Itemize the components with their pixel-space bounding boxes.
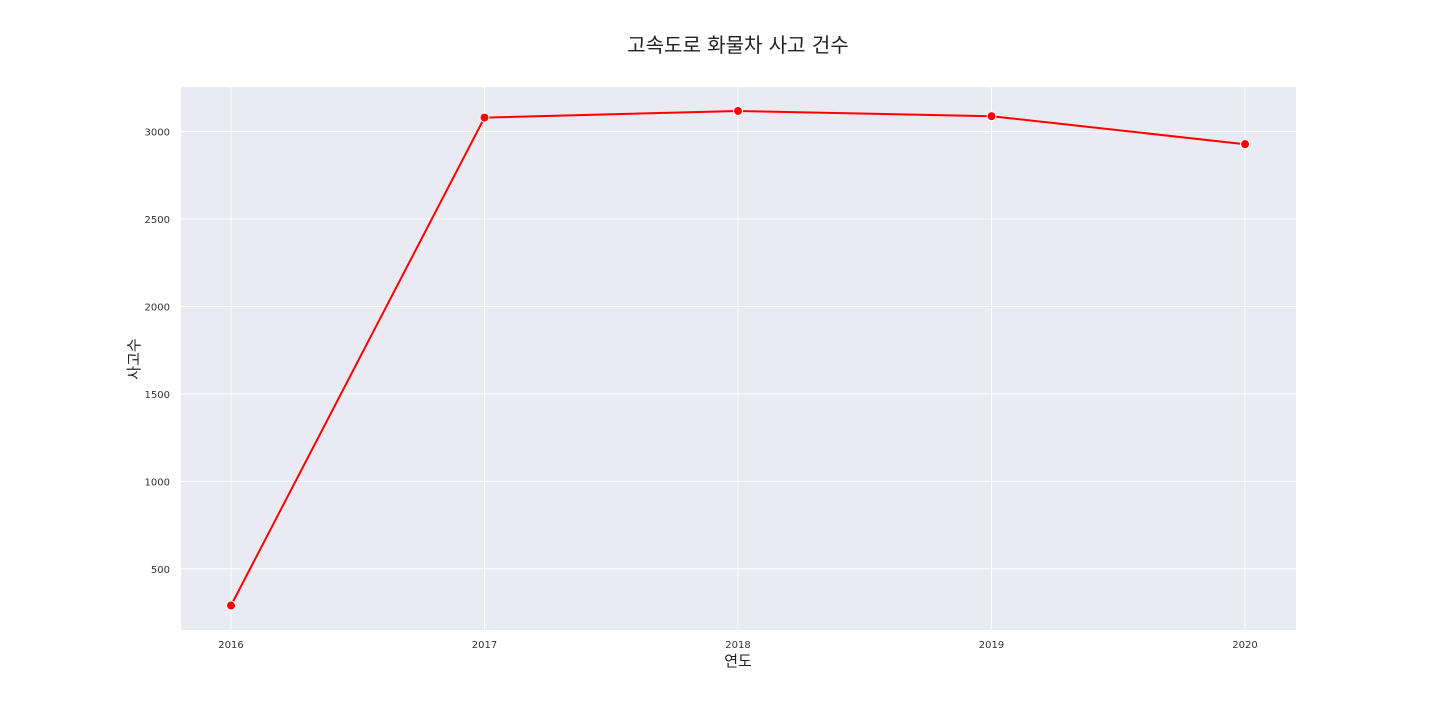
data-point (987, 112, 996, 121)
y-tick-label: 1000 (145, 477, 170, 488)
y-tick-label: 2500 (145, 215, 170, 226)
y-tick-label: 2000 (145, 302, 170, 313)
x-tick-label: 2018 (725, 640, 750, 651)
x-tick-label: 2017 (472, 640, 497, 651)
y-tick-label: 1500 (145, 390, 170, 401)
x-tick-label: 2016 (218, 640, 243, 651)
x-tick-label: 2019 (979, 640, 1004, 651)
x-tick-label: 2020 (1232, 640, 1257, 651)
data-point (227, 601, 236, 610)
data-point (480, 113, 489, 122)
chart-title: 고속도로 화물차 사고 건수 (627, 33, 848, 57)
x-axis-title: 연도 (724, 652, 752, 670)
data-point (734, 106, 743, 115)
y-axis-title: 사고수 (125, 338, 143, 379)
data-point (1241, 140, 1250, 149)
y-tick-label: 3000 (145, 128, 170, 139)
y-tick-label: 500 (151, 565, 170, 576)
